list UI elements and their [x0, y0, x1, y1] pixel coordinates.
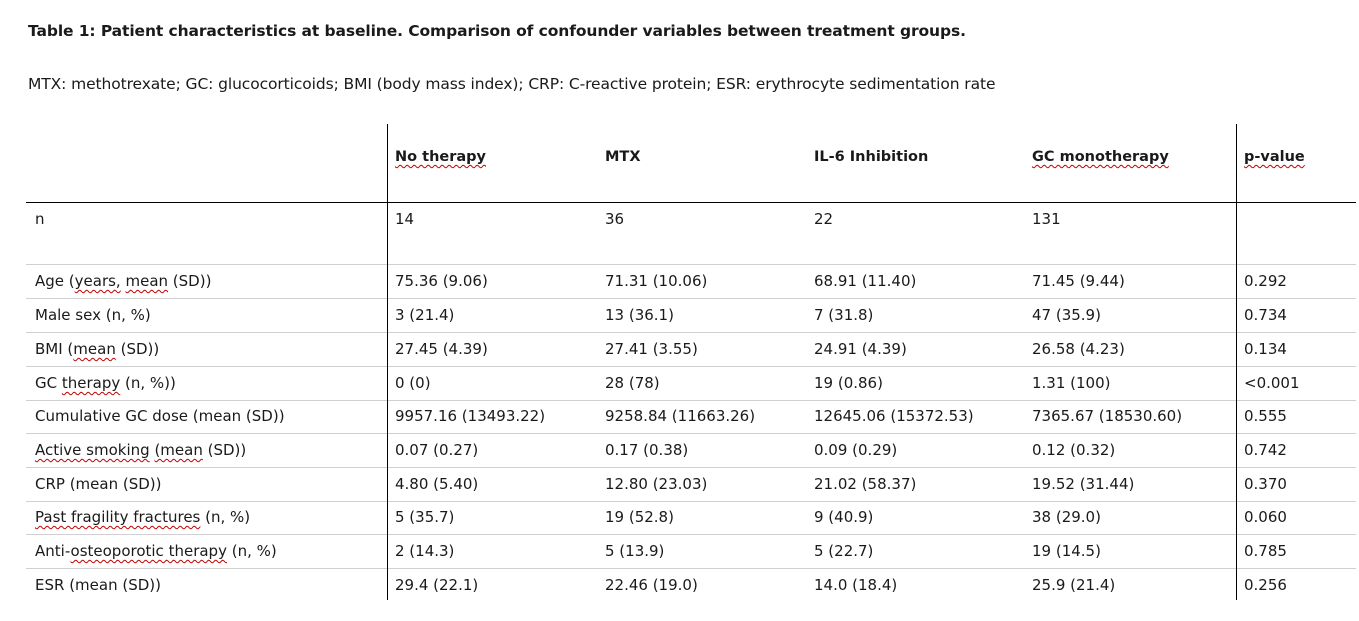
cell-value: 14	[395, 210, 415, 228]
cell-value: 0.292	[1244, 272, 1287, 290]
cell-value: 47 (35.9)	[1032, 306, 1101, 324]
cell-value: 0.734	[1244, 306, 1287, 324]
cell-value: 68.91 (11.40)	[814, 272, 917, 290]
row-divider	[26, 433, 1356, 434]
cell-value: <0.001	[1244, 374, 1300, 392]
abbreviations-note: MTX: methotrexate; GC: glucocorticoids; …	[28, 75, 996, 93]
cell-value: 0.060	[1244, 508, 1287, 526]
row-label: Cumulative GC dose (mean (SD))	[35, 407, 285, 425]
cell-value: 24.91 (4.39)	[814, 340, 907, 358]
cell-value: 0.370	[1244, 475, 1287, 493]
cell-value: 12645.06 (15372.53)	[814, 407, 974, 425]
cell-value: 19 (14.5)	[1032, 542, 1101, 560]
cell-value: 9 (40.9)	[814, 508, 874, 526]
cell-value: 0 (0)	[395, 374, 431, 392]
cell-value: 38 (29.0)	[1032, 508, 1101, 526]
cell-value: 27.45 (4.39)	[395, 340, 488, 358]
cell-value: 19 (52.8)	[605, 508, 674, 526]
cell-value: 7365.67 (18530.60)	[1032, 407, 1183, 425]
row-divider	[26, 501, 1356, 502]
row-label: Anti-osteoporotic therapy (n, %)	[35, 542, 277, 560]
row-label: ESR (mean (SD))	[35, 576, 161, 594]
row-divider	[26, 298, 1356, 299]
header-no-therapy: No therapy	[395, 149, 487, 165]
cell-value: 0.742	[1244, 441, 1287, 459]
cell-value: 71.45 (9.44)	[1032, 272, 1125, 290]
cell-value: 7 (31.8)	[814, 306, 874, 324]
cell-value: 5 (22.7)	[814, 542, 874, 560]
cell-value: 0.785	[1244, 542, 1287, 560]
row-label: GC therapy (n, %))	[35, 374, 176, 392]
cell-value: 3 (21.4)	[395, 306, 455, 324]
cell-value: 25.9 (21.4)	[1032, 576, 1116, 594]
cell-value: 22	[814, 210, 834, 228]
cell-value: 12.80 (23.03)	[605, 475, 708, 493]
cell-value: 4.80 (5.40)	[395, 475, 479, 493]
header-gc-monotherapy: GC monotherapy	[1032, 149, 1169, 165]
cell-value: 0.17 (0.38)	[605, 441, 689, 459]
cell-value: 19 (0.86)	[814, 374, 883, 392]
cell-value: 5 (35.7)	[395, 508, 455, 526]
row-divider	[26, 568, 1356, 569]
row-label: BMI (mean (SD))	[35, 340, 160, 358]
header-mtx: MTX	[605, 149, 641, 165]
column-rule-left	[387, 124, 388, 600]
cell-value: 29.4 (22.1)	[395, 576, 479, 594]
row-label: Past fragility fractures (n, %)	[35, 508, 251, 526]
cell-value: 5 (13.9)	[605, 542, 665, 560]
cell-value: 0.256	[1244, 576, 1287, 594]
row-divider	[26, 332, 1356, 333]
header-p-value: p-value	[1244, 149, 1305, 165]
cell-value: 27.41 (3.55)	[605, 340, 698, 358]
cell-value: 131	[1032, 210, 1061, 228]
cell-value: 0.555	[1244, 407, 1287, 425]
cell-value: 75.36 (9.06)	[395, 272, 488, 290]
row-divider	[26, 264, 1356, 265]
row-divider	[26, 366, 1356, 367]
cell-value: 9258.84 (11663.26)	[605, 407, 756, 425]
row-label: CRP (mean (SD))	[35, 475, 162, 493]
cell-value: 0.134	[1244, 340, 1287, 358]
cell-value: 14.0 (18.4)	[814, 576, 898, 594]
row-label: Age (years, mean (SD))	[35, 272, 212, 290]
cell-value: 21.02 (58.37)	[814, 475, 917, 493]
column-rule-right	[1236, 124, 1237, 600]
cell-value: 9957.16 (13493.22)	[395, 407, 546, 425]
cell-value: 1.31 (100)	[1032, 374, 1111, 392]
row-label: n	[35, 210, 45, 228]
cell-value: 36	[605, 210, 625, 228]
row-divider	[26, 400, 1356, 401]
cell-value: 19.52 (31.44)	[1032, 475, 1135, 493]
row-label: Male sex (n, %)	[35, 306, 151, 324]
row-label: Active smoking (mean (SD))	[35, 441, 247, 459]
cell-value: 22.46 (19.0)	[605, 576, 698, 594]
cell-value: 0.09 (0.29)	[814, 441, 898, 459]
row-divider	[26, 467, 1356, 468]
cell-value: 26.58 (4.23)	[1032, 340, 1125, 358]
cell-value: 28 (78)	[605, 374, 660, 392]
header-il6-inhibition: IL-6 Inhibition	[814, 149, 929, 165]
cell-value: 71.31 (10.06)	[605, 272, 708, 290]
cell-value: 13 (36.1)	[605, 306, 674, 324]
cell-value: 0.12 (0.32)	[1032, 441, 1116, 459]
cell-value: 0.07 (0.27)	[395, 441, 479, 459]
row-divider	[26, 534, 1356, 535]
header-rule	[26, 202, 1356, 203]
table-caption: Table 1: Patient characteristics at base…	[28, 22, 966, 40]
cell-value: 2 (14.3)	[395, 542, 455, 560]
